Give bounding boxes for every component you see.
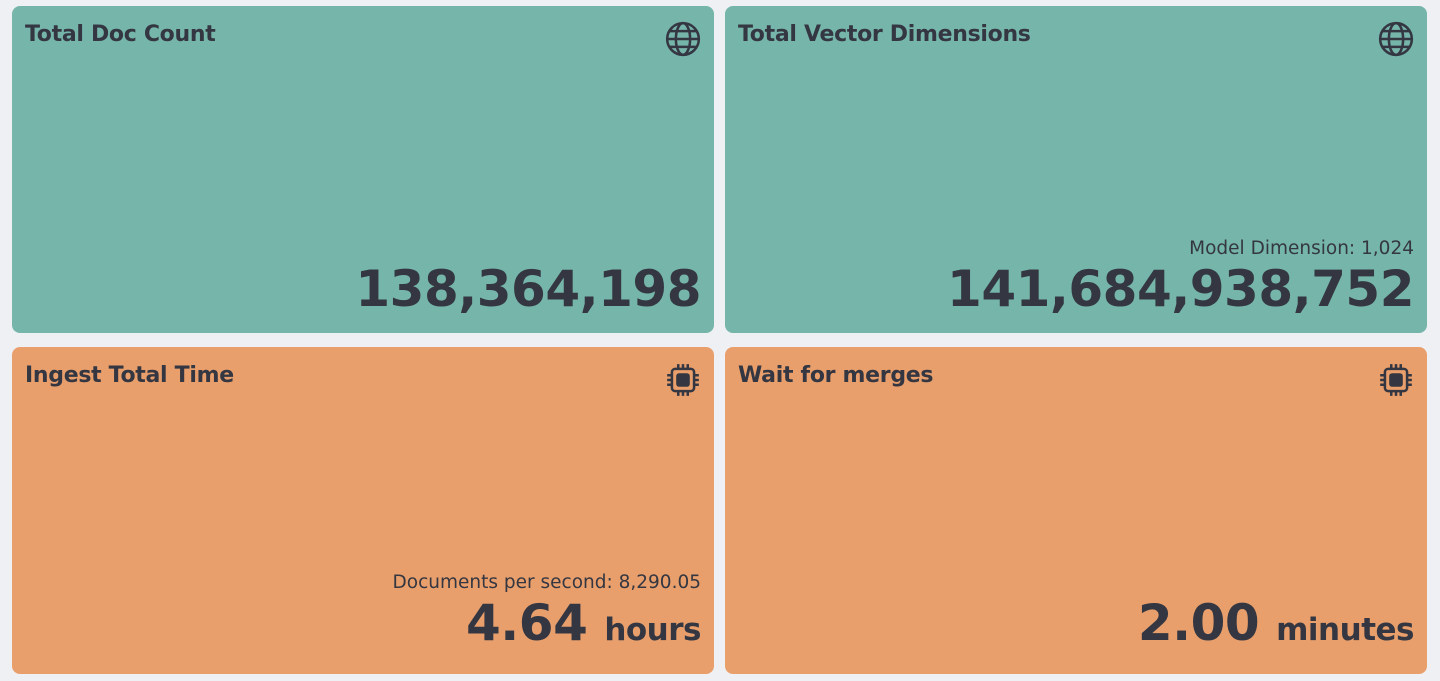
card-title: Total Doc Count bbox=[25, 22, 216, 47]
globe-icon bbox=[1378, 21, 1414, 57]
card-title: Ingest Total Time bbox=[25, 363, 234, 388]
metric-value: 141,684,938,752 bbox=[947, 260, 1414, 318]
globe-icon bbox=[665, 21, 701, 57]
metric-subtitle: Documents per second: 8,290.05 bbox=[392, 572, 701, 593]
metric-card-total-vector-dimensions: Total Vector Dimensions Model Dimension:… bbox=[725, 6, 1427, 333]
card-title: Total Vector Dimensions bbox=[738, 22, 1031, 47]
metric-value: 138,364,198 bbox=[355, 260, 701, 318]
metric-card-total-doc-count: Total Doc Count 138,364,198 bbox=[12, 6, 714, 333]
metric-unit: hours bbox=[604, 612, 701, 648]
metric-card-wait-for-merges: Wait for merges 2.00 minutes bbox=[725, 347, 1427, 674]
metric-card-ingest-total-time: Ingest Total Time Documents per second: … bbox=[12, 347, 714, 674]
metric-value: 4.64 hours bbox=[466, 594, 701, 652]
metric-value: 2.00 minutes bbox=[1137, 594, 1415, 652]
metric-unit: minutes bbox=[1276, 612, 1414, 648]
card-title: Wait for merges bbox=[738, 363, 934, 388]
chip-icon bbox=[1380, 364, 1412, 396]
chip-icon bbox=[667, 364, 699, 396]
metric-subtitle: Model Dimension: 1,024 bbox=[1189, 238, 1414, 259]
